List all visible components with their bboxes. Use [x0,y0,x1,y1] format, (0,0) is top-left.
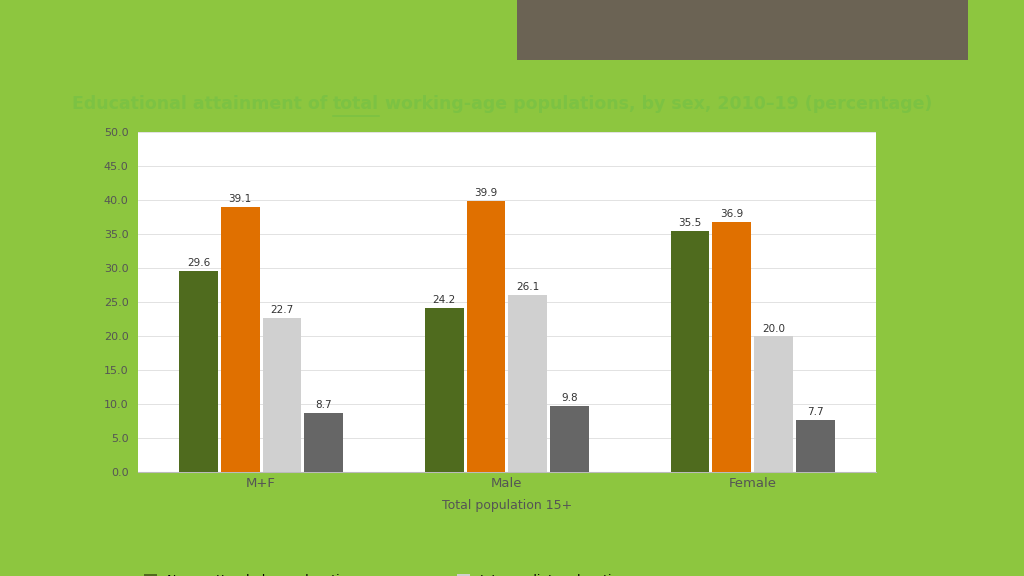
Text: 7.7: 7.7 [807,407,823,417]
Bar [713,222,752,472]
Bar [425,308,464,472]
Text: 39.1: 39.1 [228,194,252,204]
Text: Educational attainment of: Educational attainment of [72,94,333,113]
Text: working-age populations, by sex, 2010–19 (percentage): working-age populations, by sex, 2010–19… [379,94,933,113]
Text: 24.2: 24.2 [432,295,456,305]
Text: 22.7: 22.7 [270,305,294,315]
Bar [221,207,260,472]
Text: 9.8: 9.8 [561,393,578,403]
Text: 26.1: 26.1 [516,282,540,292]
Bar [179,271,218,472]
Text: 8.7: 8.7 [315,400,332,411]
Bar [467,201,506,472]
Text: 29.6: 29.6 [186,259,210,268]
Text: 35.5: 35.5 [678,218,701,228]
Bar [262,318,301,472]
Bar [304,413,343,472]
Bar [796,420,835,472]
Bar [754,336,793,472]
Text: total: total [333,94,379,113]
X-axis label: Total population 15+: Total population 15+ [441,498,572,511]
Bar [550,406,589,472]
Text: 36.9: 36.9 [720,209,743,219]
Bar [508,295,547,472]
Bar [671,231,710,472]
Text: 39.9: 39.9 [474,188,498,198]
Legend: Never attended  an education programme, Basic education, Intermediate education,: Never attended an education programme, B… [144,574,627,576]
Text: 20.0: 20.0 [762,324,785,334]
